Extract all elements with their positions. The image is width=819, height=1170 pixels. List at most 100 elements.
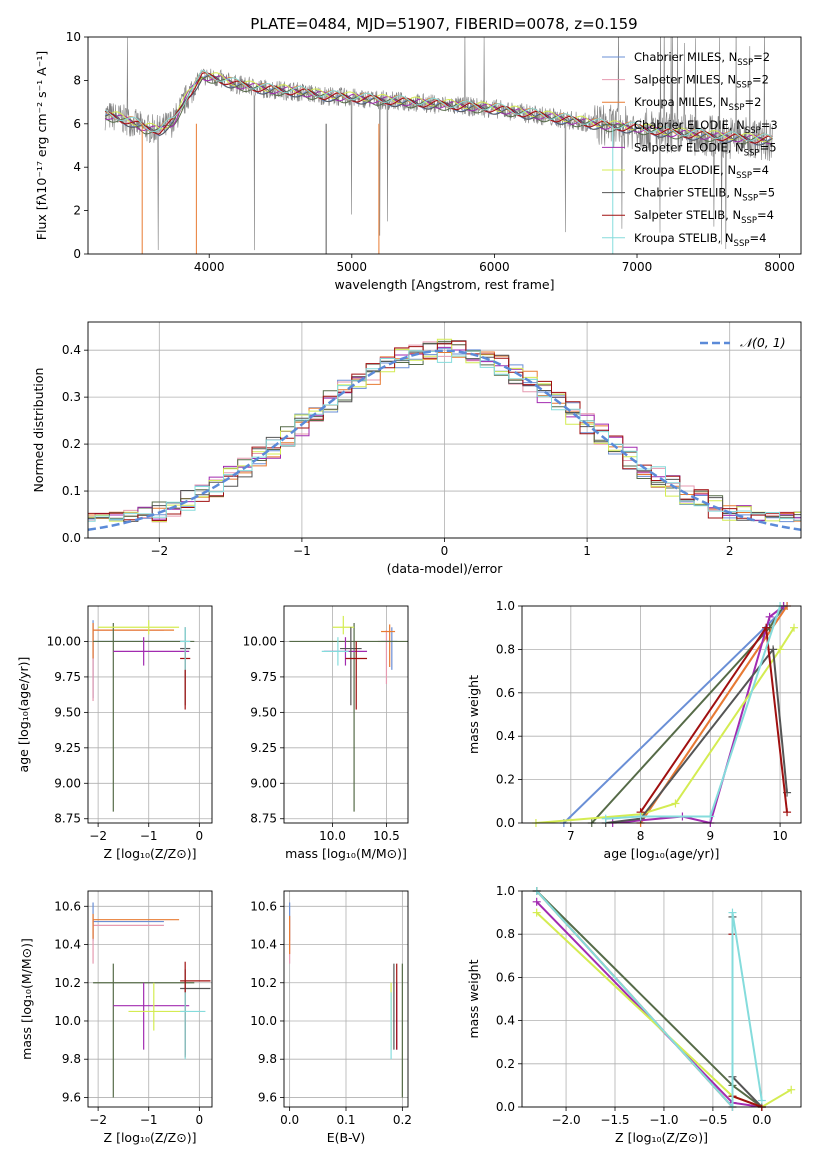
weight-line-chabrier_elodie bbox=[535, 891, 763, 1107]
axes-frame bbox=[283, 890, 409, 1108]
legend-label: Chabrier ELODIE, N bbox=[634, 118, 745, 132]
x-tick-label: 9 bbox=[707, 829, 715, 843]
y-tick-label: 0.2 bbox=[62, 437, 81, 451]
y-tick-label: 4 bbox=[73, 160, 81, 174]
y-tick-label: 0.6 bbox=[496, 970, 515, 984]
legend-entry: Salpeter MILES, NSSP=2 bbox=[634, 73, 769, 91]
x-axis-label: Z [log₁₀(Z/Z⊙)] bbox=[104, 1130, 197, 1145]
legend-subscript: SSP bbox=[742, 194, 758, 204]
legend-subscript: SSP bbox=[741, 216, 757, 226]
legend-entry: Chabrier ELODIE, NSSP=3 bbox=[634, 118, 778, 136]
weight-line-salpeter_elodie bbox=[535, 901, 762, 1107]
x-tick-label: −2 bbox=[89, 829, 107, 843]
x-tick-label: 0 bbox=[196, 829, 204, 843]
y-tick-label: 0.2 bbox=[496, 773, 515, 787]
legend-entry: Salpeter STELIB, NSSP=4 bbox=[634, 208, 774, 226]
y-tick-label: 9.75 bbox=[250, 670, 277, 684]
legend-label: Kroupa ELODIE, N bbox=[634, 163, 736, 177]
legend-subscript: SSP bbox=[737, 58, 753, 68]
x-tick-label: 2 bbox=[726, 544, 734, 558]
x-tick-label: −2 bbox=[89, 1113, 107, 1127]
y-tick-label: 10.2 bbox=[250, 976, 277, 990]
model-spectrum-chabrier_stelib bbox=[104, 74, 773, 146]
y-tick-label: 9.25 bbox=[54, 741, 81, 755]
y-tick-label: 0.4 bbox=[496, 1014, 515, 1028]
model-spectrum-kroupa_stelib bbox=[104, 69, 773, 142]
figure-title: PLATE=0484, MJD=51907, FIBERID=0078, z=0… bbox=[250, 15, 637, 33]
legend-subscript: SSP bbox=[734, 239, 750, 249]
axes-massweight_vs_age: 7 8 9 10 0.0 0.2 0.4 0.6 0.8 1.0 age [log₁₀(age/yr… bbox=[466, 599, 802, 861]
histogram-chabrier_miles bbox=[88, 347, 801, 523]
axes-frame bbox=[87, 890, 213, 1108]
y-tick-label: 0 bbox=[73, 247, 81, 261]
axes-massweight_vs_Z: −2.0 −1.5 −1.0 −0.5 0.0 0.0 0.2 0.4 0.6 0.8 1.0 Z [… bbox=[466, 884, 802, 1145]
y-tick-label: 10.6 bbox=[54, 899, 81, 913]
y-tick-label: 9.25 bbox=[250, 741, 277, 755]
x-tick-label: 8 bbox=[637, 829, 645, 843]
axes-age_vs_Z: −2 −1 0 8.75 9.00 9.25 9.50 9.75 10.00 Z [log₁₀(Z… bbox=[16, 605, 213, 861]
legend-suffix: =2 bbox=[753, 50, 770, 64]
axes-frame bbox=[283, 605, 409, 824]
x-tick-label: 0.2 bbox=[393, 1113, 412, 1127]
y-tick-label: 9.50 bbox=[250, 705, 277, 719]
legend-entry: 𝒩(0, 1) bbox=[740, 335, 786, 350]
y-tick-label: 10.4 bbox=[54, 938, 81, 952]
y-tick-label: 9.8 bbox=[258, 1052, 277, 1066]
legend-subscript: SSP bbox=[744, 148, 760, 158]
y-tick-label: 10.2 bbox=[54, 976, 81, 990]
legend-suffix: =3 bbox=[761, 118, 778, 132]
y-axis-label: Flux [fλ10⁻¹⁷ erg cm⁻² s⁻¹ A⁻¹] bbox=[34, 51, 49, 240]
legend-entry: Kroupa ELODIE, NSSP=4 bbox=[634, 163, 769, 181]
axes-age_vs_mass: 10.0 10.5 8.75 9.00 9.25 9.50 9.75 10.00 mass [l… bbox=[243, 605, 409, 861]
y-tick-label: 9.6 bbox=[258, 1090, 277, 1104]
y-tick-label: 10.4 bbox=[250, 938, 277, 952]
y-tick-label: 0.2 bbox=[496, 1057, 515, 1071]
legend-entry: Chabrier STELIB, NSSP=5 bbox=[634, 186, 775, 204]
normal-reference-curve bbox=[88, 349, 801, 532]
y-tick-label: 10.0 bbox=[54, 1014, 81, 1028]
y-tick-label: 0.4 bbox=[62, 343, 81, 357]
y-tick-label: 8.75 bbox=[54, 812, 81, 826]
x-axis-label: E(B-V) bbox=[327, 1130, 366, 1145]
y-tick-label: 9.00 bbox=[250, 776, 277, 790]
x-tick-label: 7 bbox=[567, 829, 575, 843]
legend-label: Kroupa STELIB, N bbox=[634, 231, 734, 245]
y-tick-label: 0.3 bbox=[62, 390, 81, 404]
axes-spectrum: 4000 5000 6000 7000 8000 0 2 4 6 8 10 wavelength [A… bbox=[34, 30, 802, 292]
y-tick-label: 9.6 bbox=[62, 1090, 81, 1104]
x-tick-label: −2 bbox=[150, 544, 168, 558]
histogram-kroupa_stelib bbox=[88, 350, 801, 522]
y-tick-label: 10.00 bbox=[47, 634, 81, 648]
y-tick-label: 9.50 bbox=[54, 705, 81, 719]
x-axis-label: Z [log₁₀(Z/Z⊙)] bbox=[104, 846, 197, 861]
x-tick-label: −1 bbox=[293, 544, 311, 558]
x-tick-label: 7000 bbox=[622, 260, 653, 274]
y-tick-label: 0.0 bbox=[496, 816, 515, 830]
x-tick-label: 0.0 bbox=[280, 1113, 299, 1127]
y-axis-label: Normed distribution bbox=[31, 368, 46, 493]
legend-subscript: SSP bbox=[729, 103, 745, 113]
axes-frame bbox=[87, 605, 213, 824]
legend-suffix: =4 bbox=[757, 208, 774, 222]
y-axis-label: mass [log₁₀(M/M⊙)] bbox=[19, 938, 34, 1060]
axes-frame bbox=[87, 36, 802, 255]
axes-residuals: −2 −1 0 1 2 0.0 0.1 0.2 0.3 0.4 (data-model)/error… bbox=[31, 321, 802, 576]
legend-suffix: =4 bbox=[752, 163, 769, 177]
y-tick-label: 9.00 bbox=[54, 776, 81, 790]
x-tick-label: 6000 bbox=[479, 260, 510, 274]
y-tick-label: 10.00 bbox=[243, 634, 277, 648]
x-tick-label: 5000 bbox=[337, 260, 368, 274]
y-axis-label: mass weight bbox=[466, 959, 481, 1038]
axes-mass_vs_Z: −2 −1 0 9.6 9.8 10.0 10.2 10.4 10.6 Z [log₁₀(Z/Z⊙… bbox=[19, 890, 213, 1145]
legend-suffix: =2 bbox=[752, 73, 769, 87]
y-tick-label: 10.0 bbox=[250, 1014, 277, 1028]
x-tick-label: 0.0 bbox=[752, 1113, 771, 1127]
x-tick-label: 10 bbox=[772, 829, 787, 843]
legend-label: Salpeter ELODIE, N bbox=[634, 140, 744, 154]
x-tick-label: 10.5 bbox=[373, 829, 400, 843]
legend-subscript: SSP bbox=[745, 126, 761, 136]
observed-spectrum-line bbox=[104, 37, 773, 251]
x-tick-label: 8000 bbox=[764, 260, 795, 274]
